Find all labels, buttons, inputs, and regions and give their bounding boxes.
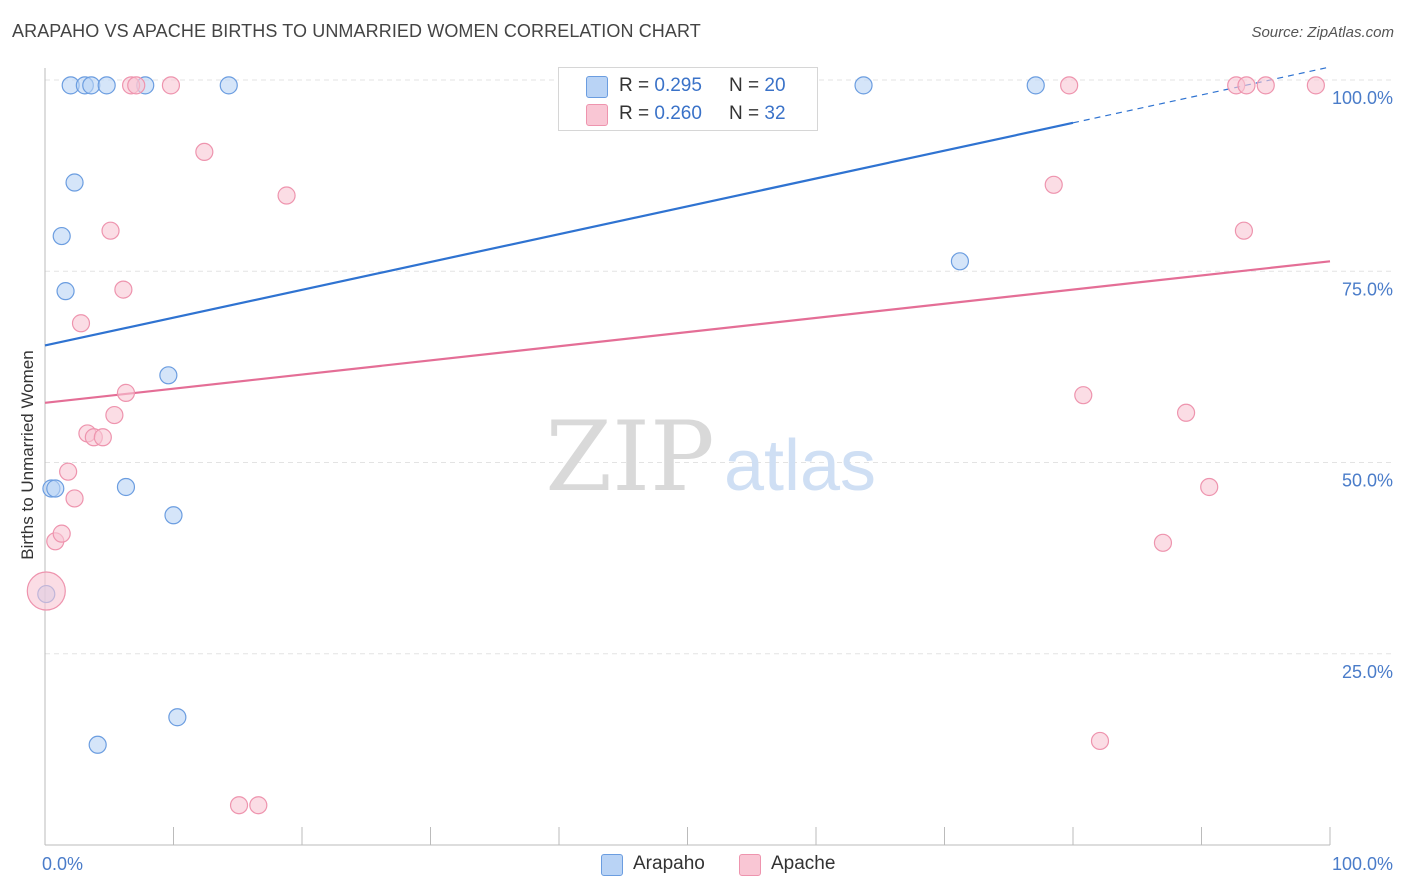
apache-legend-label: Apache xyxy=(771,853,836,874)
apache-point xyxy=(114,280,133,299)
apache-point xyxy=(71,314,91,333)
apache-point xyxy=(195,142,214,162)
apache-legend-swatch xyxy=(739,854,761,876)
legend-r-label: R = xyxy=(619,103,655,124)
apache-swatch xyxy=(586,104,608,126)
apache-point xyxy=(59,462,78,481)
apache-point xyxy=(65,489,84,508)
apache-point xyxy=(1044,175,1063,194)
legend-n-label: N = xyxy=(729,103,765,124)
apache-r-value: 0.260 xyxy=(654,103,702,124)
apache-point xyxy=(1306,76,1325,95)
arapaho-point xyxy=(950,252,970,271)
arapaho-point xyxy=(46,479,65,498)
gridlines xyxy=(45,79,1392,655)
watermark: ZIP atlas xyxy=(545,401,876,513)
apache-point xyxy=(93,428,112,447)
legend-row-arapaho: R = 0.295 N = 20 xyxy=(559,73,817,99)
apache-point xyxy=(52,524,71,543)
apache-point xyxy=(277,186,296,205)
arapaho-point xyxy=(88,735,107,754)
apache-point xyxy=(1256,76,1275,95)
arapaho-point xyxy=(219,76,238,95)
arapaho-trend-line xyxy=(44,121,1074,347)
apache-point xyxy=(161,76,181,95)
x-tick-label: 0.0% xyxy=(42,854,83,874)
apache-point xyxy=(1200,477,1219,497)
watermark-zip: ZIP xyxy=(545,401,714,513)
apache-point xyxy=(1060,76,1079,95)
apache-point xyxy=(249,796,268,815)
x-tick-label: 100.0% xyxy=(1332,854,1393,874)
arapaho-legend-label: Arapaho xyxy=(633,853,705,874)
y-tick-label: 25.0% xyxy=(1342,662,1393,682)
arapaho-point xyxy=(82,76,101,95)
legend-row-apache: R = 0.260 N = 32 xyxy=(559,101,817,127)
arapaho-r-value: 0.295 xyxy=(654,75,702,96)
apache-point xyxy=(1234,221,1254,240)
arapaho-point xyxy=(65,173,84,192)
legend-n-label: N = xyxy=(729,75,765,96)
arapaho-point xyxy=(164,506,183,525)
arapaho-point xyxy=(97,76,116,95)
arapaho-point xyxy=(168,708,187,727)
arapaho-point xyxy=(56,282,75,301)
axes xyxy=(44,68,1331,846)
y-tick-label: 100.0% xyxy=(1332,88,1393,108)
apache-trend-line xyxy=(44,260,1331,404)
apache-point xyxy=(1176,403,1196,422)
watermark-atlas: atlas xyxy=(724,426,876,506)
apache-point xyxy=(1153,533,1173,552)
legend-r-label: R = xyxy=(619,75,655,96)
trend-lines xyxy=(44,66,1331,404)
apache-point xyxy=(1237,76,1256,95)
apache-point xyxy=(229,796,249,815)
y-tick-label: 50.0% xyxy=(1342,471,1393,491)
chart-title: ARAPAHO VS APACHE BIRTHS TO UNMARRIED WO… xyxy=(12,21,701,41)
apache-point xyxy=(101,221,120,240)
arapaho-point xyxy=(1026,76,1045,95)
apache-point xyxy=(26,571,66,611)
apache-point xyxy=(1074,386,1093,405)
arapaho-n-value: 20 xyxy=(764,75,786,96)
apache-point xyxy=(105,405,124,425)
data-points xyxy=(26,76,1325,815)
apache-point xyxy=(1090,731,1110,751)
apache-n-value: 32 xyxy=(764,103,786,124)
source-label: Source: ZipAtlas.com xyxy=(1251,24,1394,41)
tick-labels: 25.0% 50.0% 75.0% 100.0% 0.0% 100.0% xyxy=(42,88,1393,874)
arapaho-point xyxy=(52,226,71,246)
arapaho-legend-swatch xyxy=(601,854,623,876)
arapaho-point xyxy=(159,366,178,385)
arapaho-point xyxy=(854,76,873,95)
arapaho-trend-extension xyxy=(1072,66,1331,124)
apache-point xyxy=(116,383,136,402)
y-tick-label: 75.0% xyxy=(1342,279,1393,299)
apache-point xyxy=(127,76,146,95)
stats-legend: R = 0.295 N = 20 R = 0.260 N = 32 xyxy=(558,67,818,131)
arapaho-point xyxy=(116,477,136,497)
arapaho-swatch xyxy=(586,76,608,98)
